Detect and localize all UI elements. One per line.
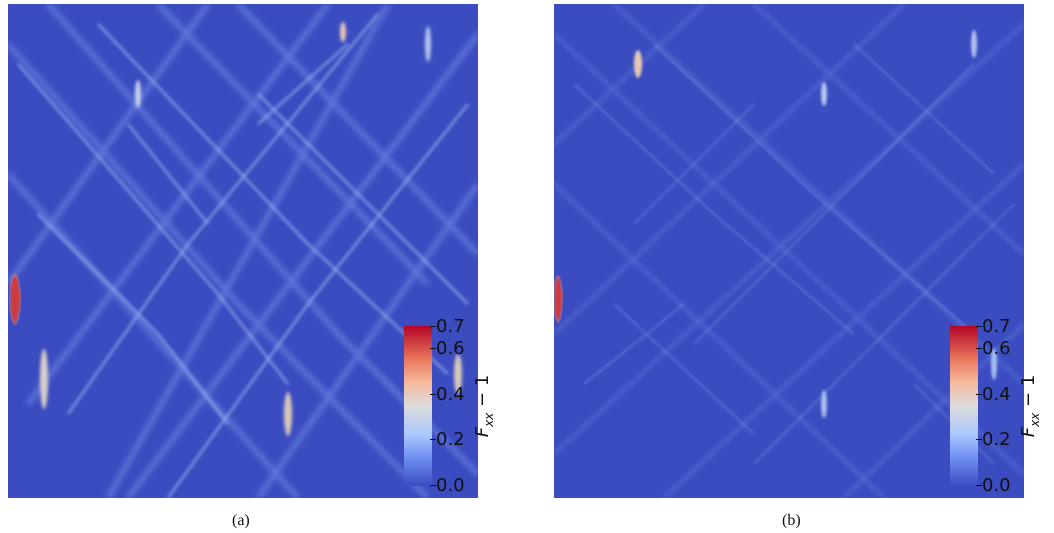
colorbar-tick: 0.4 — [430, 386, 465, 404]
colorbar-label-a: Fxx − 1 — [472, 374, 496, 438]
colorbar-b: 0.7 0.6 0.4 0.2 0.0 Fxx − 1 — [950, 318, 1042, 495]
deformation-field-image-a — [8, 4, 478, 498]
panel-caption-a: (a) — [232, 512, 250, 529]
colorbar-tick: 0.0 — [430, 477, 465, 495]
panel-b: 0.7 0.6 0.4 0.2 0.0 Fxx − 1 (b) — [540, 0, 1054, 533]
colorbar-tick: 0.6 — [430, 340, 465, 358]
colorbar-tick: 0.4 — [976, 386, 1011, 404]
colorbar-tick: 0.6 — [976, 340, 1011, 358]
colorbar-tick: 0.2 — [430, 431, 465, 449]
colorbar-tick: 0.7 — [430, 318, 465, 336]
panel-a: 0.7 0.6 0.4 0.2 0.0 Fxx − 1 (a) — [0, 0, 520, 533]
colorbar-a: 0.7 0.6 0.4 0.2 0.0 Fxx − 1 — [404, 318, 496, 495]
colorbar-tick: 0.7 — [976, 318, 1011, 336]
colorbar-gradient-b — [950, 326, 978, 486]
deformation-field-image-b — [554, 4, 1024, 498]
colorbar-tick: 0.2 — [976, 431, 1011, 449]
colorbar-gradient-a — [404, 326, 432, 486]
colorbar-tick: 0.0 — [976, 477, 1011, 495]
field-plot-a — [8, 4, 478, 498]
panel-caption-b: (b) — [782, 512, 801, 529]
field-plot-b — [554, 4, 1024, 498]
colorbar-label-b: Fxx − 1 — [1018, 374, 1042, 438]
